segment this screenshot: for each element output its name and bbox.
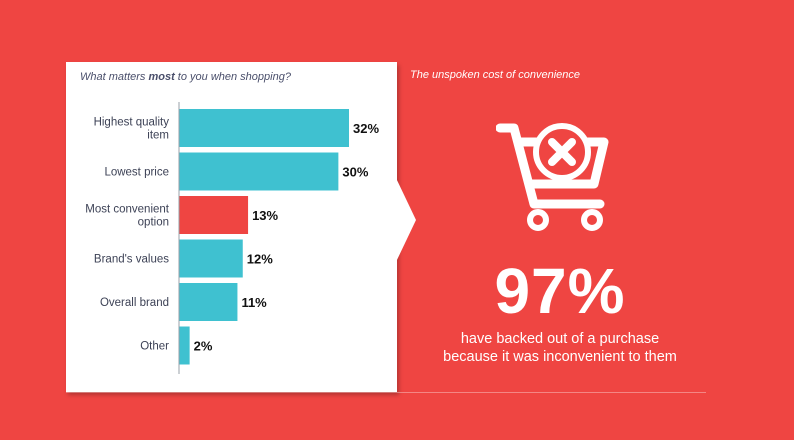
bar xyxy=(179,196,249,234)
data-label: 12% xyxy=(247,252,273,267)
panel-pointer xyxy=(396,178,416,262)
category-label: Most convenient option xyxy=(85,204,170,229)
data-label: 32% xyxy=(353,121,379,136)
bar xyxy=(179,109,349,147)
data-label: 2% xyxy=(194,339,213,354)
stat-caption-line-1: have backed out of a purchase xyxy=(460,331,660,347)
data-label: 11% xyxy=(241,295,267,310)
category-label: Lowest price xyxy=(104,167,169,179)
infographic-subtitle: The unspoken cost of convenience xyxy=(410,69,581,81)
bar-chart: Highest quality item 32% Lowest price 30% Mos… xyxy=(85,102,379,374)
stat-value: 97% xyxy=(494,255,626,327)
data-label: 30% xyxy=(342,165,368,180)
category-label: Overall brand xyxy=(100,297,169,309)
divider xyxy=(66,392,706,393)
stat-caption: have backed out of a purchase because it… xyxy=(420,330,700,366)
stat-caption-line-2: because it was inconvenient to them xyxy=(443,349,677,365)
data-label: 13% xyxy=(252,208,278,223)
category-label: Brand's values xyxy=(94,254,169,266)
category-label: Highest quality item xyxy=(94,117,170,142)
shopping-cart-x-icon xyxy=(496,123,609,231)
bar xyxy=(179,326,190,365)
chart-panel: What matters most to you when shopping? … xyxy=(66,62,397,392)
bar xyxy=(179,239,243,278)
category-label: Other xyxy=(140,341,169,353)
chart-title: What matters most to you when shopping? xyxy=(80,71,291,83)
bar xyxy=(179,152,339,191)
bar xyxy=(179,283,238,321)
